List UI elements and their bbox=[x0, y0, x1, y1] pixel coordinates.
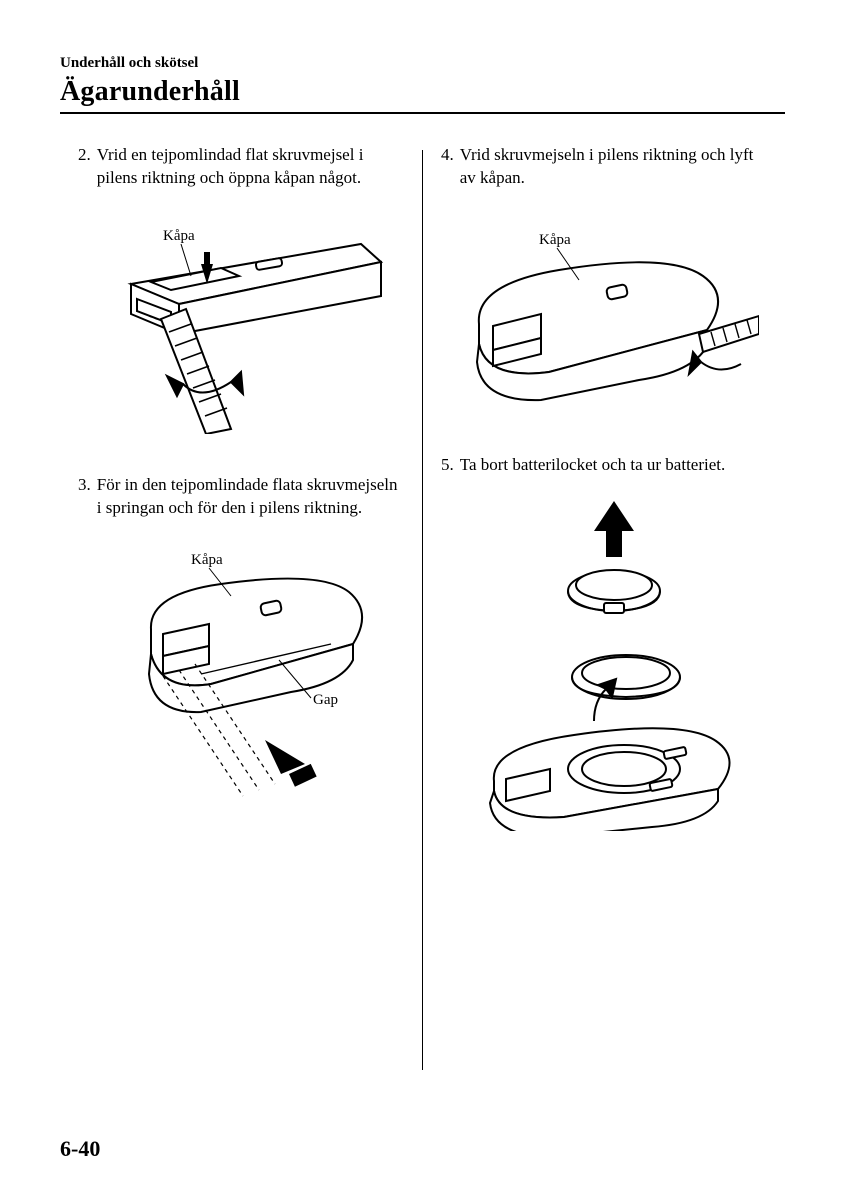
label-kapa-2: Kåpa bbox=[191, 552, 223, 568]
step-4-number: 4. bbox=[441, 144, 454, 190]
label-gap: Gap bbox=[313, 692, 338, 708]
page-number: 6-40 bbox=[60, 1136, 100, 1162]
figure-step-3: Kåpa Gap bbox=[78, 534, 404, 824]
section-heading: Underhåll och skötsel bbox=[60, 55, 785, 72]
label-kapa-3: Kåpa bbox=[539, 232, 571, 248]
step-5-number: 5. bbox=[441, 454, 454, 477]
step-5: 5. Ta bort batterilocket och ta ur batte… bbox=[441, 454, 767, 477]
step-3: 3. För in den tejpomlindade flata skruvm… bbox=[78, 474, 404, 520]
column-left: 2. Vrid en tejpomlindad flat skruvmejsel… bbox=[60, 144, 422, 1074]
manual-page: Underhåll och skötsel Ägarunderhåll 2. V… bbox=[0, 0, 845, 1200]
column-right: 4. Vrid skruvmejseln i pilens riktning o… bbox=[423, 144, 785, 1074]
figure-step-5 bbox=[441, 491, 767, 831]
figure-step-2: Kåpa bbox=[78, 204, 404, 434]
title-rule bbox=[60, 112, 785, 114]
figure-step-4: Kåpa bbox=[441, 204, 767, 414]
step-2: 2. Vrid en tejpomlindad flat skruvmejsel… bbox=[78, 144, 404, 190]
step-2-number: 2. bbox=[78, 144, 91, 190]
step-3-text: För in den tejpomlindade flata skruvmejs… bbox=[97, 474, 404, 520]
content-columns: 2. Vrid en tejpomlindad flat skruvmejsel… bbox=[60, 144, 785, 1074]
step-4: 4. Vrid skruvmejseln i pilens riktning o… bbox=[441, 144, 767, 190]
step-3-number: 3. bbox=[78, 474, 91, 520]
step-4-text: Vrid skruvmejseln i pilens riktning och … bbox=[460, 144, 767, 190]
page-title: Ägarunderhåll bbox=[60, 76, 785, 108]
step-5-text: Ta bort batterilocket och ta ur batterie… bbox=[460, 454, 726, 477]
label-kapa-1: Kåpa bbox=[163, 228, 195, 244]
step-2-text: Vrid en tejpomlindad flat skruvmejsel i … bbox=[97, 144, 404, 190]
